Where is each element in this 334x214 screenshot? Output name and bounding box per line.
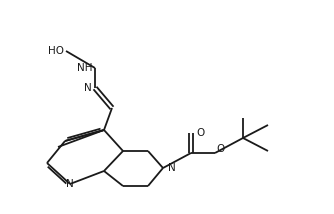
- Text: N: N: [66, 179, 74, 189]
- Text: N: N: [84, 83, 92, 93]
- Text: O: O: [196, 128, 204, 138]
- Text: N: N: [168, 163, 176, 173]
- Text: HO: HO: [48, 46, 64, 56]
- Text: O: O: [216, 144, 224, 154]
- Text: NH: NH: [76, 63, 92, 73]
